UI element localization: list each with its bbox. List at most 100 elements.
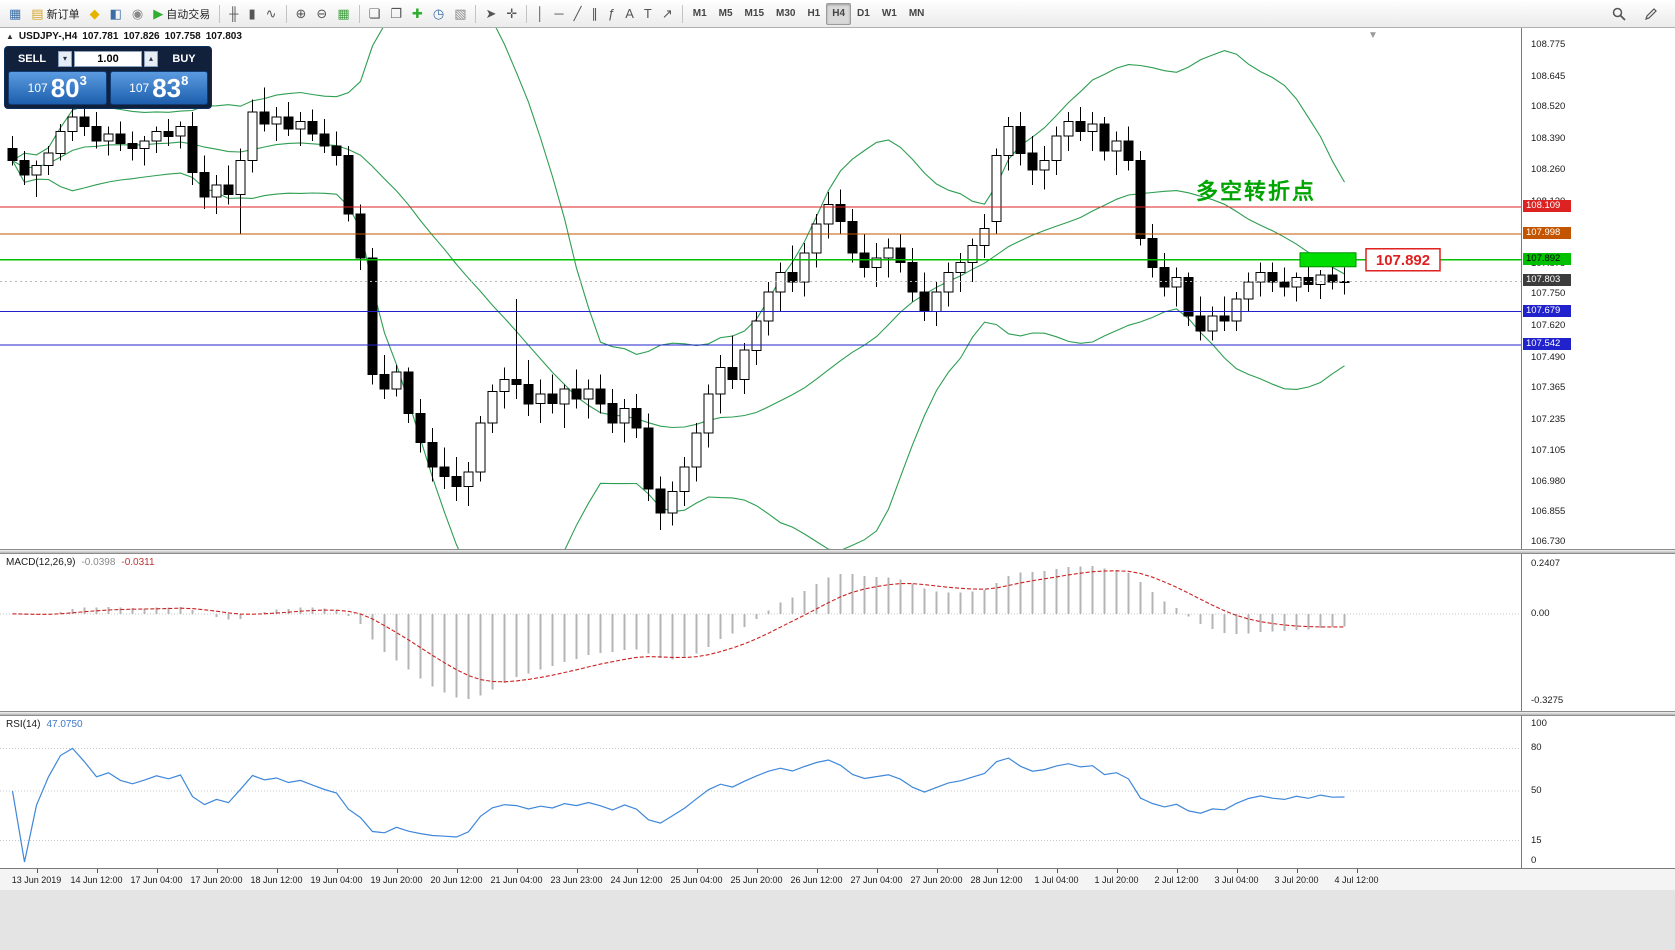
tf-w1-button[interactable]: W1 — [876, 3, 903, 25]
compose-button[interactable] — [1639, 3, 1663, 25]
candle-body — [619, 408, 630, 424]
candle-body — [115, 133, 126, 145]
candle-body — [1123, 140, 1134, 162]
tile-windows-button[interactable]: ❏ — [364, 3, 386, 25]
zoom-out-button[interactable]: ⊖ — [311, 3, 332, 25]
new-order-button[interactable]: ▤ 新订单 — [26, 3, 84, 25]
time-axis-label: 3 Jul 04:00 — [1214, 875, 1259, 885]
time-tick — [1236, 869, 1238, 873]
grid-button[interactable]: ▦ — [332, 3, 354, 25]
favorites-icon[interactable]: ◆ — [85, 3, 105, 25]
candle-body — [535, 393, 546, 405]
candle-body — [283, 116, 294, 130]
main-price-axis[interactable]: 108.775 108.645 108.520 108.390 108.260 108.1… — [1522, 28, 1675, 549]
autotrading-button[interactable]: ▶ 自动交易 — [148, 3, 215, 25]
fibonacci-button[interactable]: ƒ — [603, 3, 620, 25]
zoom-in-button[interactable]: ⊕ — [291, 3, 312, 25]
channel-icon: ∥ — [591, 6, 598, 21]
chart-shift-marker-icon[interactable]: ▼ — [1368, 30, 1378, 41]
autotrading-button-label: 自动交易 — [166, 8, 211, 21]
price-callout-object[interactable]: 107.892 — [1365, 248, 1441, 272]
cursor-button[interactable]: ➤ — [480, 3, 501, 25]
time-tick — [36, 869, 38, 873]
tf-h1-button[interactable]: H1 — [801, 3, 826, 25]
time-axis-label: 2 Jul 12:00 — [1154, 875, 1199, 885]
candle-body — [1327, 274, 1338, 283]
tf-w1-button-label: W1 — [881, 8, 897, 19]
candle-body — [247, 111, 258, 161]
candle-body — [895, 247, 906, 264]
main-chart-canvas[interactable]: 107.892 — [0, 28, 1521, 549]
time-tick — [636, 869, 638, 873]
candle-body — [511, 378, 522, 385]
main-chart-pane[interactable]: 107.892 ▲ USDJPY-,H4 107.781 107.826 107… — [0, 28, 1521, 549]
highlight-rectangle-object[interactable] — [1299, 252, 1357, 268]
tf-m30-button[interactable]: M30 — [770, 3, 801, 25]
search-button[interactable] — [1607, 3, 1631, 25]
toolbar-separator — [681, 4, 683, 23]
candle-body — [427, 442, 438, 468]
price-scale-label: 108.390 — [1531, 132, 1566, 144]
crosshair-button[interactable]: ✛ — [501, 3, 522, 25]
price-scale-label: 108.645 — [1531, 70, 1566, 82]
horizontal-line-button[interactable]: ─ — [549, 3, 568, 25]
sell-caption: SELL — [17, 53, 47, 65]
macd-pane[interactable]: MACD(12,26,9) -0.0398 -0.0311 — [0, 554, 1521, 711]
cascade-windows-button[interactable]: ❐ — [385, 3, 407, 25]
macd-canvas[interactable] — [0, 554, 1521, 711]
sell-price-big: 80 — [50, 73, 80, 103]
rsi-scale-bottom: 0 — [1531, 855, 1537, 866]
tf-h4-button[interactable]: H4 — [826, 2, 852, 25]
bid-price-badge: 107.803 — [1523, 274, 1571, 287]
lot-size-input[interactable] — [74, 51, 142, 67]
symbol-marker-icon: ▲ — [6, 32, 14, 41]
favorites-icon-icon: ◆ — [89, 6, 100, 21]
grid-icon: ▦ — [337, 6, 350, 21]
rsi-canvas[interactable] — [0, 716, 1521, 868]
tf-d1-button[interactable]: D1 — [851, 3, 876, 25]
market-watch-button[interactable]: ◧ — [105, 3, 127, 25]
navigator-button[interactable]: ◉ — [127, 3, 148, 25]
sell-button[interactable]: 107 80 3 — [8, 71, 107, 105]
candle-body — [319, 133, 330, 147]
lot-increase-button[interactable]: ▴ — [144, 51, 158, 67]
candle-body — [955, 262, 966, 273]
channel-button[interactable]: ∥ — [586, 3, 603, 25]
rsi-axis[interactable]: 100 0 80 50 15 — [1522, 716, 1675, 868]
time-axis[interactable]: 13 Jun 2019 14 Jun 12:00 17 Jun 04:00 17 Ju… — [0, 868, 1675, 890]
candle-body — [439, 466, 450, 478]
buy-button[interactable]: 107 83 8 — [109, 71, 208, 105]
candlestick-chart-button[interactable]: ▮ — [243, 3, 260, 25]
line-chart-button[interactable]: ∿ — [261, 3, 282, 25]
annotation-text[interactable]: 多空转折点 — [1196, 179, 1317, 204]
lot-decrease-button[interactable]: ▾ — [58, 51, 72, 67]
time-tick — [1296, 869, 1298, 873]
time-tick — [1116, 869, 1118, 873]
label-button[interactable]: T — [639, 3, 657, 25]
price-callout-box[interactable] — [1365, 248, 1441, 272]
tf-m15-button[interactable]: M15 — [739, 3, 770, 25]
window-separator[interactable] — [0, 549, 1675, 554]
price-axis[interactable]: 108.775 108.645 108.520 108.390 108.260 108.1… — [1521, 28, 1675, 890]
tf-d1-button-label: D1 — [857, 8, 870, 19]
tf-m5-button[interactable]: M5 — [713, 3, 739, 25]
arrows-button[interactable]: ↗ — [657, 3, 678, 25]
rsi-pane[interactable]: RSI(14) 47.0750 — [0, 716, 1521, 868]
text-button[interactable]: A — [620, 3, 639, 25]
indicators-button[interactable]: ✚ — [407, 3, 428, 25]
tf-m1-button[interactable]: M1 — [687, 3, 713, 25]
bar-chart-button[interactable]: ╫ — [224, 3, 243, 25]
templates-button[interactable]: ▧ — [449, 3, 471, 25]
macd-scale-max: 0.2407 — [1531, 558, 1561, 569]
candle-body — [871, 257, 882, 269]
periods-button[interactable]: ◷ — [428, 3, 449, 25]
window-separator[interactable] — [0, 711, 1675, 716]
macd-axis[interactable]: 0.2407 0.00 -0.3275 — [1522, 554, 1675, 711]
new-chart-button[interactable]: ▦ — [4, 3, 26, 25]
vertical-line-button[interactable]: │ — [531, 3, 549, 25]
candle-body — [331, 145, 342, 157]
candle-body — [211, 184, 222, 198]
trendline-button[interactable]: ╱ — [569, 3, 587, 25]
tf-mn-button[interactable]: MN — [903, 3, 931, 25]
candle-body — [1231, 298, 1242, 322]
